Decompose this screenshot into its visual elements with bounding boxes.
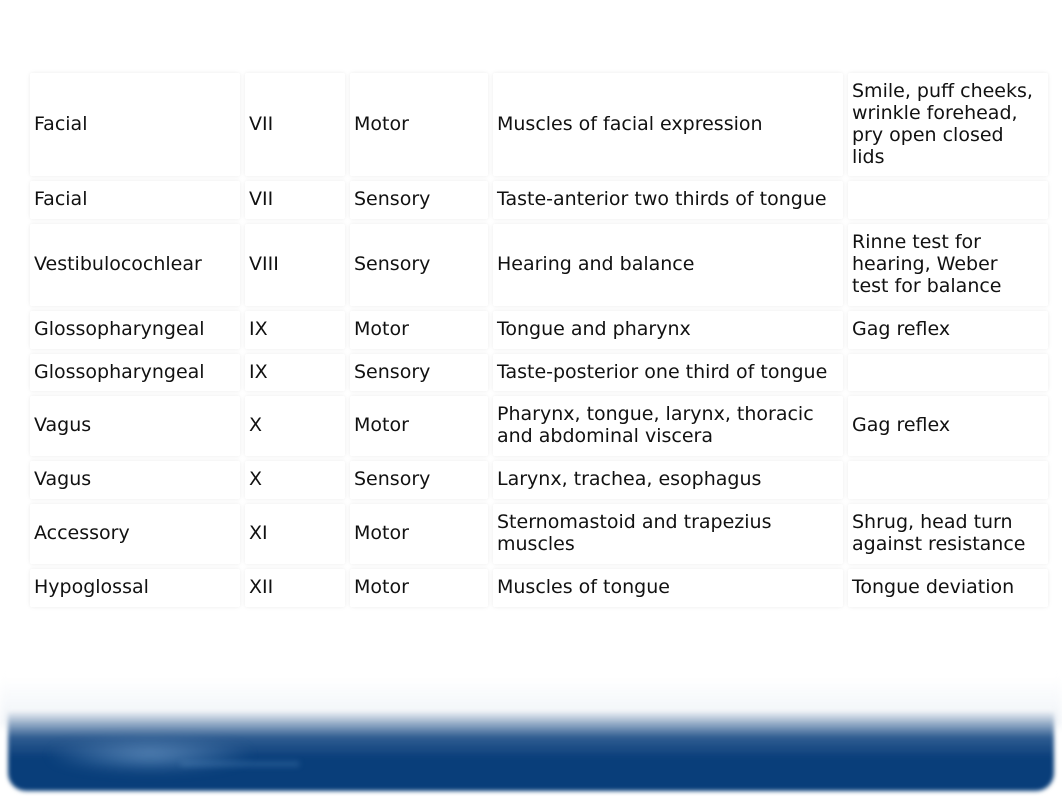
table-row: AccessoryXI MotorSternomastoid and trape… bbox=[30, 504, 1048, 564]
table-row: Glossopharyngeal IXMotorTongue and phary… bbox=[30, 311, 1048, 349]
table-cell: Accessory bbox=[30, 504, 240, 564]
table-cell: XII bbox=[245, 569, 345, 607]
table-cell: Taste-posterior one third of tongue bbox=[493, 354, 843, 392]
table-cell: Larynx, trachea, esophagus bbox=[493, 461, 843, 499]
cranial-nerves-table-area: FacialVIIMotorMuscles of facial expressi… bbox=[25, 68, 1037, 612]
table-cell: Taste-anterior two thirds of tongue bbox=[493, 181, 843, 219]
table-cell: Pharynx, tongue, larynx, thoracic and ab… bbox=[493, 396, 843, 456]
table-row: Vestibulocochlear VIIISensoryHearing and… bbox=[30, 224, 1048, 306]
table-cell: Hypoglossal bbox=[30, 569, 240, 607]
table-cell: X bbox=[245, 461, 345, 499]
table-cell: IX bbox=[245, 354, 345, 392]
footer-logo-blur bbox=[50, 735, 300, 775]
table-cell: Facial bbox=[30, 181, 240, 219]
table-cell: Motor bbox=[350, 396, 488, 456]
table-row: VagusXMotorPharynx, tongue, larynx, thor… bbox=[30, 396, 1048, 456]
table-cell: Gag reflex bbox=[848, 311, 1048, 349]
table-cell bbox=[848, 181, 1048, 219]
table-row: GlossopharyngealIXSensoryTaste-posterior… bbox=[30, 354, 1048, 392]
table-cell: Tongue and pharynx bbox=[493, 311, 843, 349]
table-row: FacialVIIMotorMuscles of facial expressi… bbox=[30, 73, 1048, 176]
table-cell: Motor bbox=[350, 569, 488, 607]
table-row: HypoglossalXIIMotorMuscles of tongueTong… bbox=[30, 569, 1048, 607]
table-cell: Sensory bbox=[350, 181, 488, 219]
table-cell: X bbox=[245, 396, 345, 456]
page: FacialVIIMotorMuscles of facial expressi… bbox=[0, 0, 1062, 797]
table-cell: Tongue deviation bbox=[848, 569, 1048, 607]
table-cell: Muscles of tongue bbox=[493, 569, 843, 607]
table-cell: VIII bbox=[245, 224, 345, 306]
table-cell: Glossopharyngeal bbox=[30, 311, 240, 349]
table-cell: Sensory bbox=[350, 461, 488, 499]
table-cell: Motor bbox=[350, 73, 488, 176]
cranial-nerves-table: FacialVIIMotorMuscles of facial expressi… bbox=[25, 68, 1053, 612]
table-row: FacialVIISensoryTaste-anterior two third… bbox=[30, 181, 1048, 219]
table-cell bbox=[848, 461, 1048, 499]
table-cell: XI bbox=[245, 504, 345, 564]
table-cell: VII bbox=[245, 181, 345, 219]
table-cell: Muscles of facial expression bbox=[493, 73, 843, 176]
table-cell: IX bbox=[245, 311, 345, 349]
table-cell: Glossopharyngeal bbox=[30, 354, 240, 392]
table-cell: Shrug, head turn against resistance bbox=[848, 504, 1048, 564]
table-cell: Facial bbox=[30, 73, 240, 176]
table-cell: Rinne test for hearing, Weber test for b… bbox=[848, 224, 1048, 306]
table-cell: Sensory bbox=[350, 354, 488, 392]
table-cell: Sensory bbox=[350, 224, 488, 306]
table-cell: VII bbox=[245, 73, 345, 176]
table-cell: Motor bbox=[350, 504, 488, 564]
table-cell: Vagus bbox=[30, 461, 240, 499]
table-cell: Motor bbox=[350, 311, 488, 349]
table-cell: Smile, puff cheeks, wrinkle forehead, pr… bbox=[848, 73, 1048, 176]
table-cell bbox=[848, 354, 1048, 392]
footer-dots-blur bbox=[180, 761, 300, 767]
table-cell: Vestibulocochlear bbox=[30, 224, 240, 306]
table-cell: Gag reflex bbox=[848, 396, 1048, 456]
table-cell: Sternomastoid and trapezius muscles bbox=[493, 504, 843, 564]
table-cell: Hearing and balance bbox=[493, 224, 843, 306]
table-cell: Vagus bbox=[30, 396, 240, 456]
table-row: VagusXSensoryLarynx, trachea, esophagus bbox=[30, 461, 1048, 499]
